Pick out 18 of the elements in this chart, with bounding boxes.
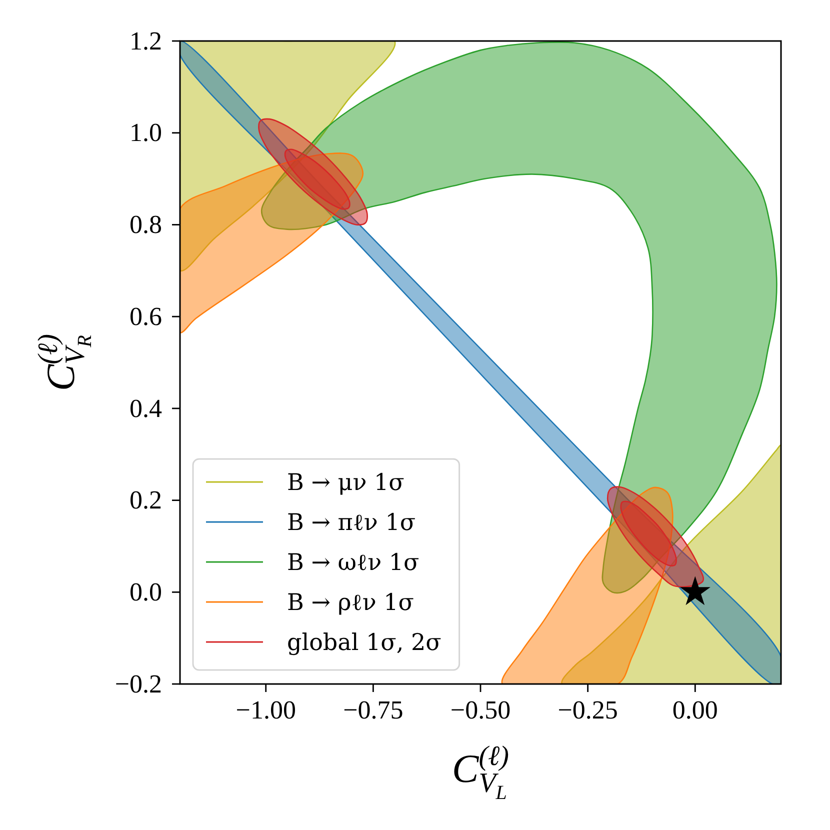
legend-label: global 1σ, 2σ [287,630,442,656]
x-tick-label: −1.00 [236,695,296,724]
x-tick-label: 0.00 [672,695,718,724]
x-tick-label: −0.75 [343,695,404,724]
y-tick-label: 1.0 [130,118,162,148]
x-tick-label: −0.50 [450,695,511,724]
legend-label: B → πℓν 1σ [287,510,416,536]
legend-label: B → μν 1σ [287,470,405,496]
y-tick-label: −0.2 [114,669,162,698]
y-tick-label: 0.6 [130,302,162,331]
y-tick-label: 0.4 [130,394,162,423]
y-tick-label: 0.0 [130,577,162,606]
x-tick-label: −0.25 [558,695,618,724]
y-tick-label: 0.2 [130,486,162,515]
y-tick-label: 0.8 [130,210,162,240]
legend-label: B → ρℓν 1σ [287,590,414,616]
legend-label: B → ωℓν 1σ [287,550,420,576]
y-tick-label: 1.2 [130,26,162,56]
